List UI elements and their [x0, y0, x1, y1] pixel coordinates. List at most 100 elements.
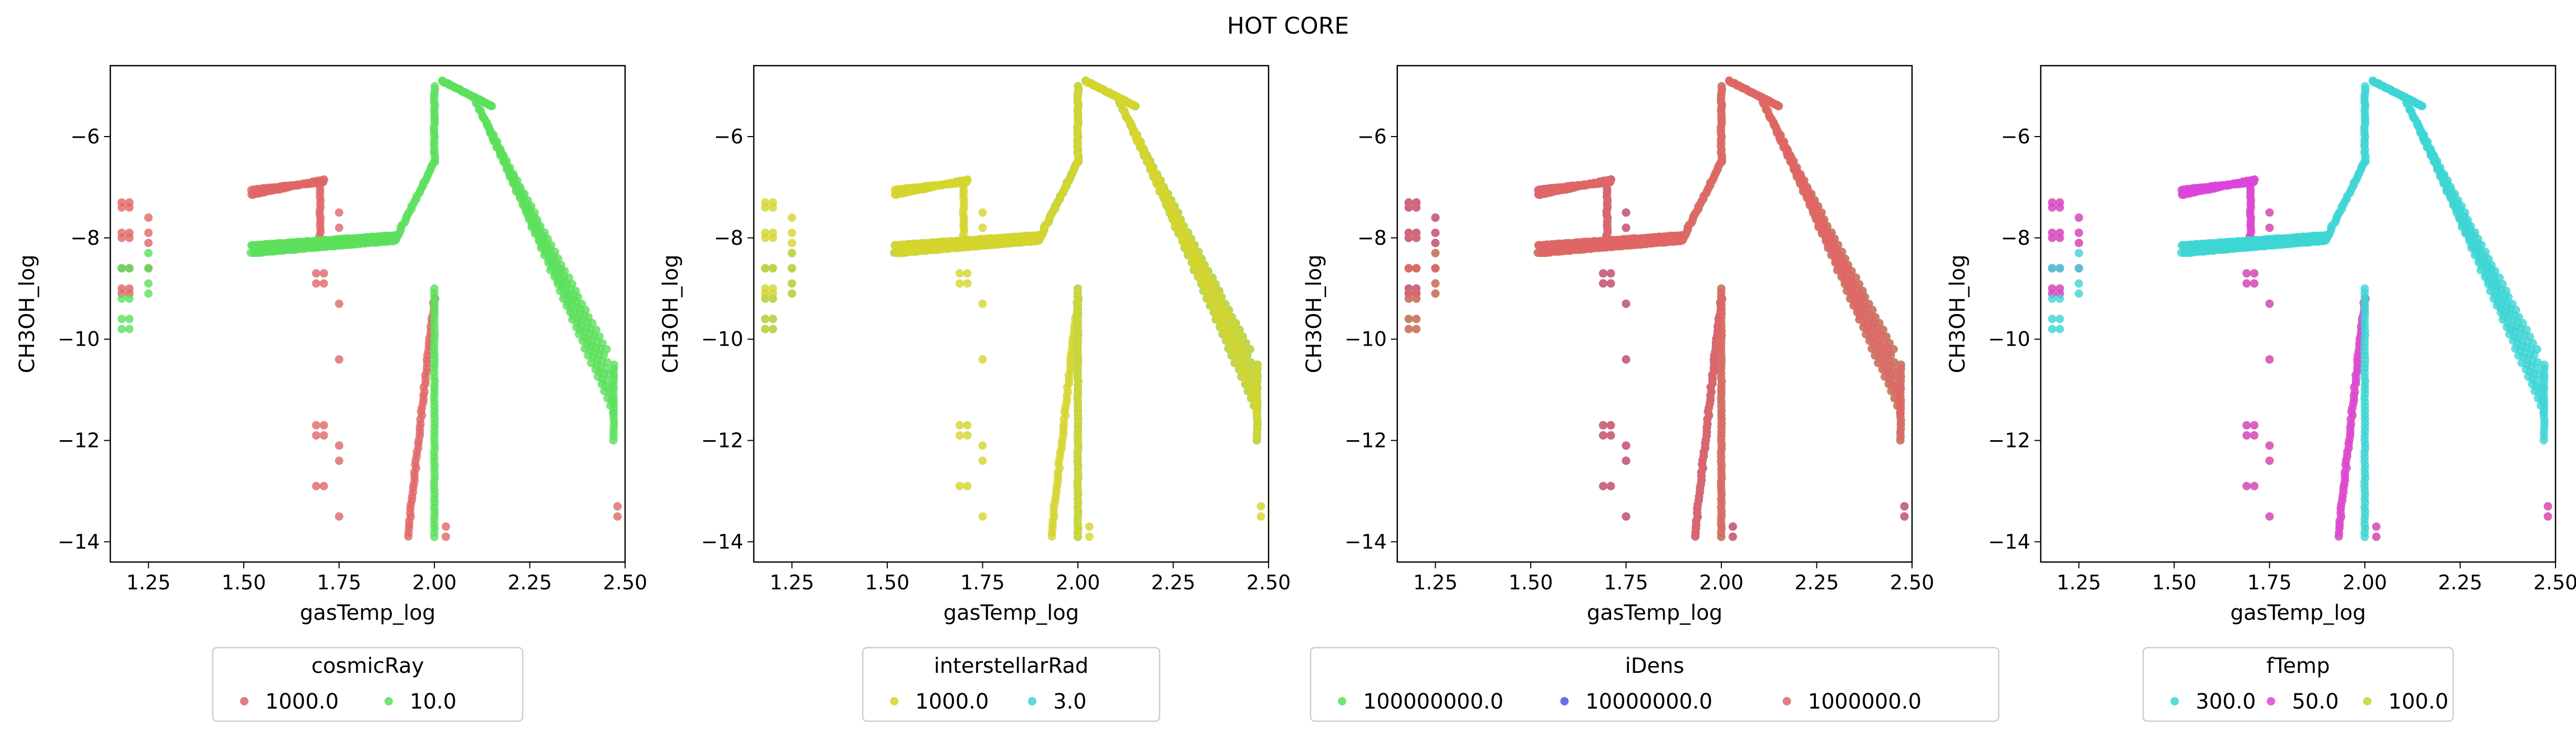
- data-point: [1622, 456, 1630, 465]
- data-point: [546, 266, 555, 275]
- data-point: [509, 179, 518, 188]
- data-point: [1900, 502, 1909, 511]
- y-axis-label: CH3OH_log: [15, 255, 39, 373]
- legend-title: cosmicRay: [311, 654, 424, 678]
- data-point: [1073, 284, 1082, 293]
- data-point: [125, 264, 134, 273]
- data-point: [955, 431, 964, 440]
- data-point: [117, 203, 126, 212]
- data-point: [2074, 248, 2083, 257]
- data-point: [1227, 351, 1236, 360]
- data-point: [1412, 203, 1421, 212]
- data-point: [2480, 273, 2489, 281]
- x-tick-label: 2.50: [603, 571, 648, 594]
- data-point: [2265, 223, 2274, 232]
- y-tick-label: −14: [701, 530, 743, 553]
- data-point: [503, 165, 512, 174]
- y-axis-label: CH3OH_log: [1302, 255, 1326, 373]
- data-point: [2470, 251, 2479, 259]
- x-axis-label: gasTemp_log: [300, 601, 435, 625]
- data-point: [2539, 436, 2548, 445]
- data-point: [2055, 294, 2064, 303]
- data-point: [2250, 482, 2259, 491]
- data-point: [2543, 512, 2552, 521]
- data-point: [572, 323, 581, 331]
- data-point: [1812, 215, 1821, 224]
- data-point: [1855, 315, 1864, 324]
- plot-frame: [109, 65, 626, 563]
- data-point: [1404, 203, 1413, 212]
- data-point: [761, 203, 770, 212]
- legend-entry: 10.0: [410, 690, 456, 714]
- data-point: [2455, 215, 2464, 224]
- data-point: [117, 325, 126, 334]
- data-point: [2446, 194, 2455, 203]
- data-point: [963, 269, 972, 278]
- data-point: [144, 248, 153, 257]
- data-point: [1827, 251, 1836, 259]
- data-point: [1896, 436, 1905, 445]
- data-point: [1431, 228, 1440, 237]
- x-tick-label: 1.75: [960, 571, 1005, 594]
- data-point: [544, 258, 553, 267]
- data-point: [1599, 482, 1607, 491]
- data-point: [768, 233, 777, 242]
- data-point: [1717, 284, 1726, 293]
- data-point: [2242, 482, 2251, 491]
- data-point: [144, 228, 153, 237]
- data-point: [1837, 273, 1846, 281]
- data-point: [2461, 229, 2470, 238]
- data-point: [597, 380, 606, 389]
- data-point: [787, 264, 796, 273]
- data-point: [312, 279, 320, 288]
- data-point: [1805, 201, 1814, 210]
- data-point: [496, 151, 505, 160]
- data-point: [335, 208, 344, 217]
- x-tick-label: 2.50: [1247, 571, 1291, 594]
- data-point: [1234, 365, 1243, 374]
- data-point: [335, 441, 344, 450]
- data-point: [1243, 387, 1252, 396]
- x-tick-label: 1.75: [317, 571, 361, 594]
- data-point: [2265, 456, 2274, 465]
- data-point: [1599, 421, 1607, 430]
- data-point: [575, 330, 584, 339]
- data-point: [518, 201, 527, 210]
- data-point: [1404, 294, 1413, 303]
- data-point: [591, 365, 600, 374]
- legend-marker: [385, 697, 393, 705]
- data-point: [1168, 215, 1177, 224]
- data-point: [787, 213, 796, 222]
- data-point: [787, 289, 796, 298]
- data-point: [1803, 194, 1812, 203]
- data-point: [1412, 233, 1421, 242]
- data-point: [125, 233, 134, 242]
- data-point: [2242, 431, 2251, 440]
- data-point: [2372, 532, 2381, 541]
- data-point: [2514, 351, 2523, 360]
- data-point: [1085, 532, 1094, 541]
- data-point: [554, 279, 563, 288]
- y-tick-label: −6: [1357, 125, 1387, 148]
- data-point: [487, 129, 496, 138]
- data-point: [562, 301, 571, 310]
- legend-marker: [240, 697, 248, 705]
- data-point: [978, 299, 987, 308]
- legend-marker: [890, 697, 899, 705]
- data-point: [1256, 512, 1265, 521]
- data-point: [525, 215, 534, 224]
- y-tick-label: −12: [701, 429, 743, 452]
- x-axis-label: gasTemp_log: [943, 601, 1079, 625]
- data-point: [963, 431, 972, 440]
- data-point: [117, 264, 126, 273]
- data-point: [2530, 387, 2539, 396]
- data-point: [1622, 223, 1630, 232]
- data-point: [580, 344, 589, 353]
- data-point: [335, 223, 344, 232]
- data-point: [1728, 522, 1737, 531]
- data-point: [1728, 532, 1737, 541]
- data-point: [319, 279, 328, 288]
- data-point: [2250, 279, 2259, 288]
- data-point: [1252, 436, 1261, 445]
